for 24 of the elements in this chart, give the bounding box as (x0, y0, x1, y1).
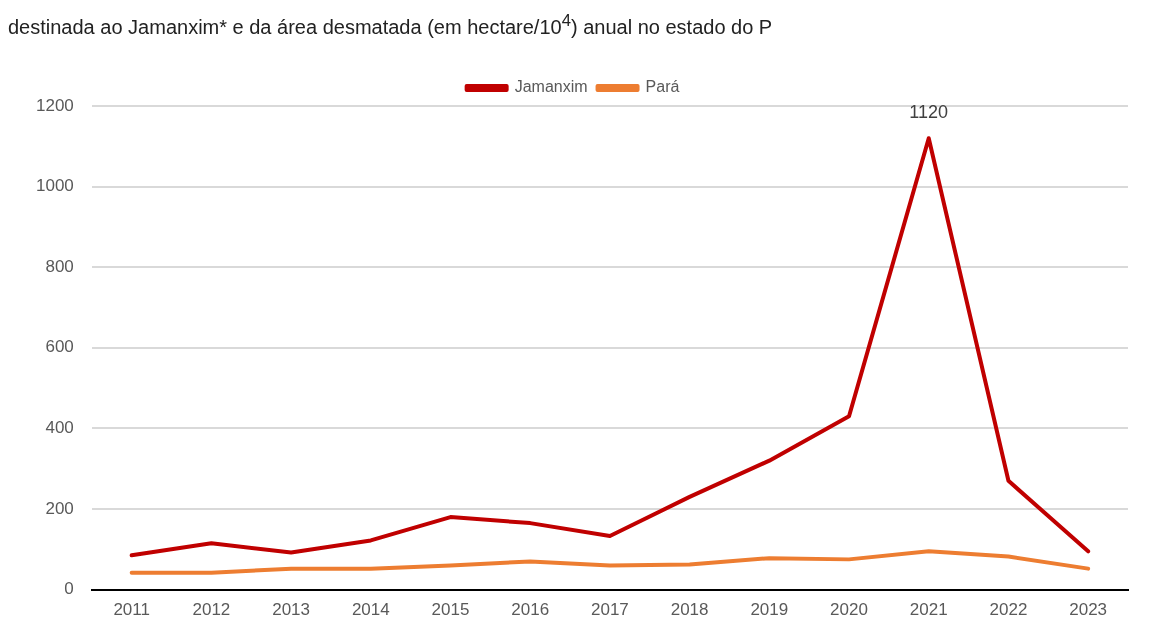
y-tick-label: 1200 (35, 95, 74, 115)
x-tick-label: 2013 (272, 600, 310, 620)
x-tick-label: 2015 (431, 600, 470, 620)
y-tick-label: 1000 (35, 175, 74, 195)
x-tick-label: 2020 (830, 600, 868, 620)
x-tick-label: 2016 (511, 600, 550, 620)
data-label: 1120 (909, 101, 949, 122)
y-tick-label: 400 (45, 417, 74, 437)
x-tick-label: 2019 (750, 600, 789, 620)
x-tick-label: 2017 (591, 600, 629, 620)
x-tick-label: 2023 (1069, 600, 1108, 620)
x-tick-label: 2021 (909, 600, 948, 620)
y-tick-label: 800 (45, 256, 74, 276)
legend-label: Pará (645, 78, 680, 96)
x-tick-label: 2011 (113, 600, 150, 620)
y-tick-label: 0 (64, 578, 74, 598)
y-tick-label: 200 (45, 498, 74, 518)
legend-label: Jamanxim (514, 78, 588, 96)
y-tick-label: 600 (45, 337, 74, 357)
chart-title: destinada ao Jamanxim* e da área desmatada (em hectare/10$^{4}$) anual no estado do P (8, 10, 774, 40)
x-tick-label: 2012 (192, 600, 231, 620)
x-tick-label: 2014 (351, 600, 390, 620)
x-tick-label: 2022 (989, 600, 1028, 620)
x-tick-label: 2018 (670, 600, 709, 620)
